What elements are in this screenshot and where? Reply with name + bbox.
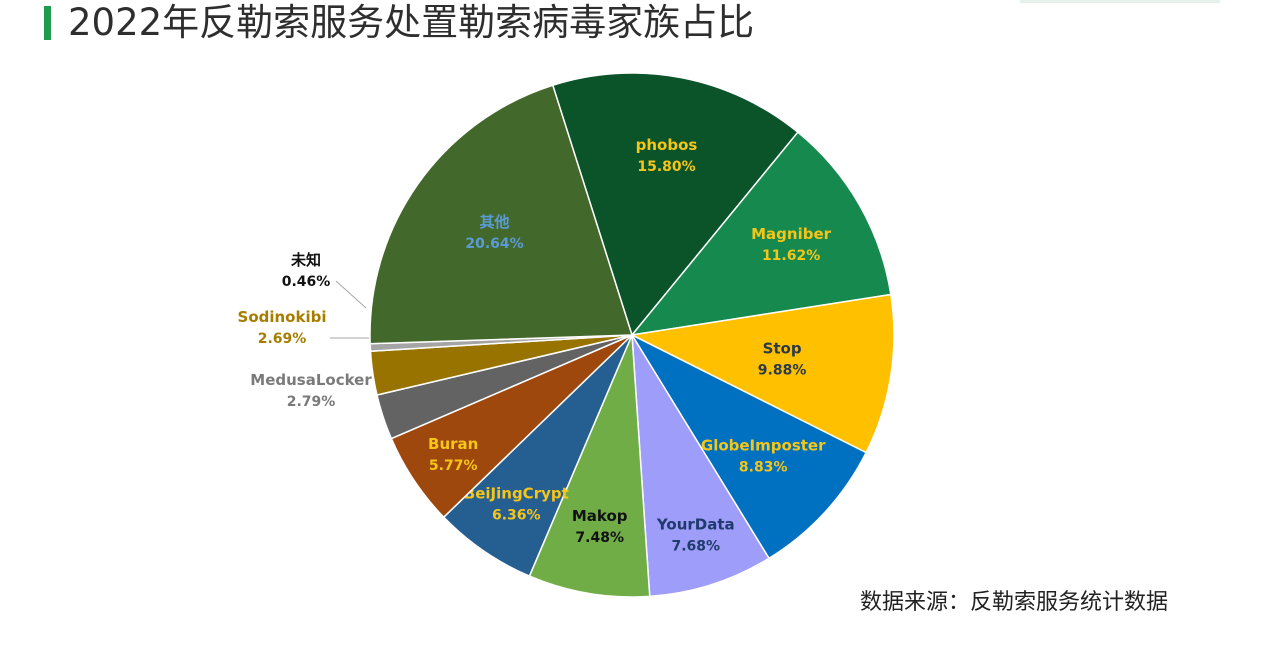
pie-slice-4	[631, 334, 771, 598]
pie-slice-11	[369, 84, 634, 345]
slice-value-0: 15.80%	[637, 159, 695, 175]
slice-value-7: 5.77%	[429, 458, 478, 474]
slice-label-2: Stop	[763, 340, 802, 358]
slice-label-6: BeiJingCrypt	[464, 484, 569, 502]
slice-value-11: 20.64%	[465, 236, 523, 252]
slice-value-3: 8.83%	[739, 460, 788, 476]
leader-line-10	[335, 280, 367, 309]
top-decoration	[1020, 0, 1220, 3]
slice-value-1: 11.62%	[762, 248, 820, 264]
pie-slice-1	[630, 131, 892, 337]
source-note: 数据来源：反勒索服务统计数据	[860, 590, 1169, 615]
pie-slice-0	[551, 72, 799, 337]
page-title: 2022年反勒索服务处置勒索病毒家族占比	[68, 1, 755, 44]
slice-label-9: Sodinokibi	[238, 308, 327, 326]
slice-label-5: Makop	[572, 507, 628, 525]
pie-slice-3	[629, 333, 868, 560]
slice-value-5: 7.48%	[575, 530, 624, 546]
title-accent-bar	[44, 6, 51, 40]
slice-value-9: 2.69%	[258, 331, 307, 347]
slice-label-10: 未知	[290, 251, 321, 269]
slice-label-1: Magniber	[751, 225, 832, 243]
slice-label-7: Buran	[428, 435, 478, 453]
slice-label-3: GlobeImposter	[701, 437, 826, 455]
pie-slice-2	[629, 293, 895, 454]
slice-value-10: 0.46%	[282, 274, 331, 290]
pie-slice-5	[528, 334, 651, 598]
slice-label-11: 其他	[479, 213, 509, 231]
slice-label-0: phobos	[636, 136, 698, 154]
slice-value-4: 7.68%	[672, 539, 721, 555]
slice-label-8: MedusaLocker	[250, 371, 372, 389]
slice-value-6: 6.36%	[492, 507, 541, 523]
slice-label-4: YourData	[656, 516, 735, 534]
slice-value-2: 9.88%	[758, 363, 807, 379]
slice-value-8: 2.79%	[287, 394, 336, 410]
